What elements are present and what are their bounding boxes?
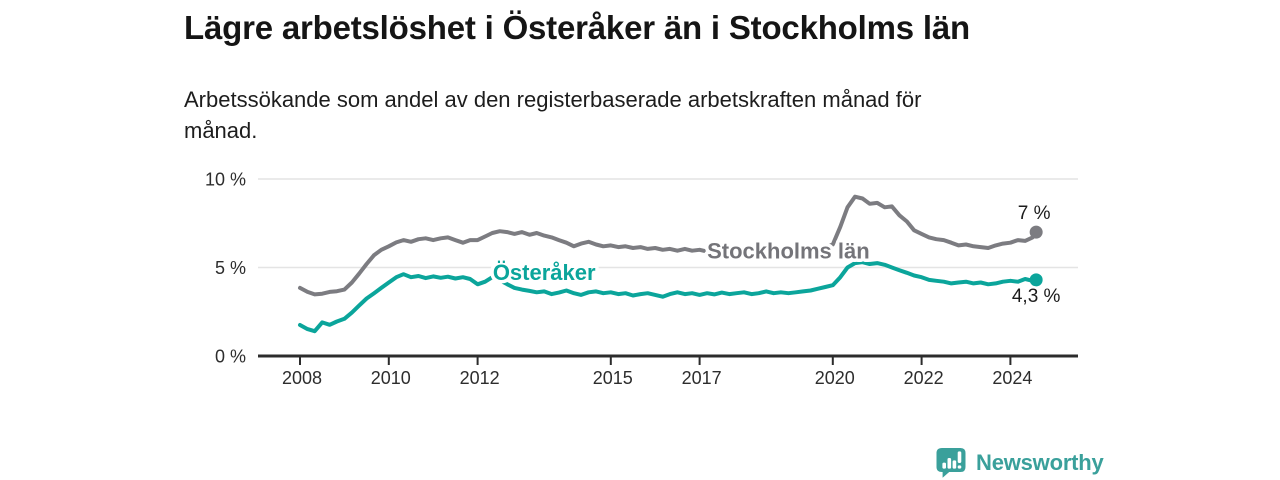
y-axis-tick-label: 5 % <box>215 258 246 278</box>
series-line-stockholms-lan <box>298 194 1039 297</box>
series-end-value-stockholms-lan: 7 % <box>1018 203 1051 224</box>
series-end-value-osteraker: 4,3 % <box>1012 286 1061 307</box>
x-axis-tick-label: 2022 <box>904 368 944 388</box>
series-end-dot-osteraker <box>1029 273 1043 287</box>
chart-title: Lägre arbetslöshet i Österåker än i Stoc… <box>184 9 970 46</box>
x-axis-tick-label: 2017 <box>682 368 722 388</box>
x-axis-tick-label: 2010 <box>371 368 411 388</box>
x-axis-tick-label: 2024 <box>992 368 1032 388</box>
brand-name: Newsworthy <box>976 449 1104 475</box>
y-axis-tick-label: 10 % <box>205 170 246 190</box>
series-end-dot-stockholms-lan <box>1029 225 1043 239</box>
chart-subtitle: Arbetssökande som andel av den registerb… <box>184 87 922 143</box>
x-axis-tick-label: 2012 <box>460 368 500 388</box>
x-axis-tick-label: 2015 <box>593 368 633 388</box>
newsworthy-bubble-bar-chart-icon <box>936 448 966 478</box>
series-inline-label-stockholms-lan: Stockholms län <box>707 239 870 264</box>
series-inline-label-osteraker: Österåker <box>493 260 596 285</box>
newsworthy-logo[interactable]: Newsworthy <box>935 446 1104 479</box>
y-axis-tick-label: 0 % <box>215 347 246 367</box>
x-axis-tick-label: 2020 <box>815 368 855 388</box>
x-axis-tick-label: 2008 <box>282 368 322 388</box>
series-line-osteraker <box>298 260 1039 334</box>
